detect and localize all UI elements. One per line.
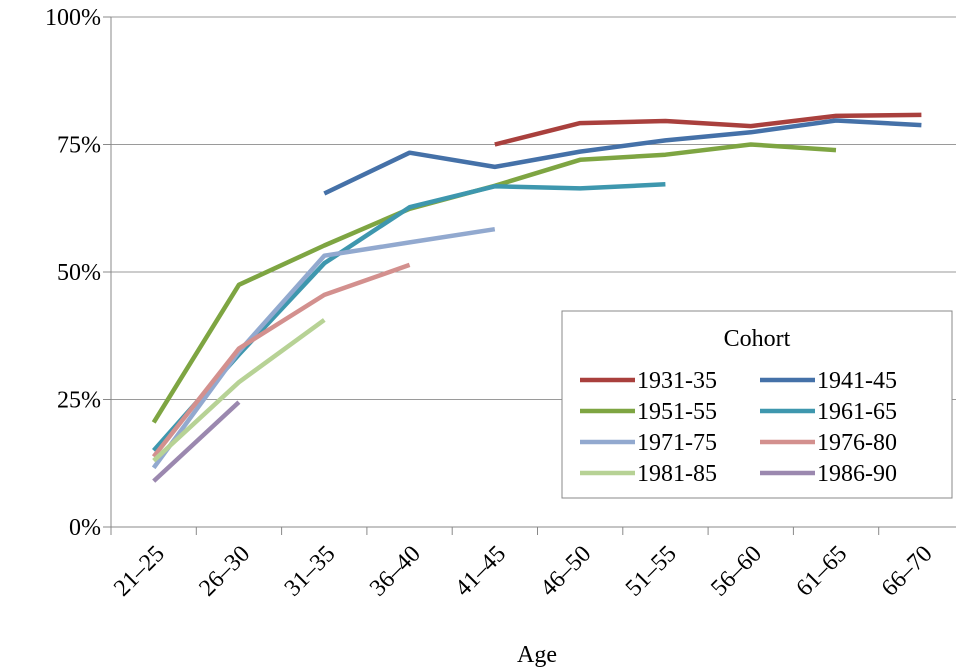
legend-title: Cohort [724, 326, 791, 352]
legend-label: 1951-55 [637, 399, 717, 425]
x-tick-label: 56–60 [706, 541, 767, 602]
series-line-1931-35 [494, 112, 922, 147]
legend-label: 1981-85 [637, 461, 717, 487]
x-tick-label: 51–55 [621, 541, 682, 602]
legend-label: 1986-90 [817, 461, 897, 487]
y-tick-label: 0% [69, 515, 101, 541]
legend-label: 1961-65 [817, 399, 897, 425]
x-tick-label: 41–45 [450, 541, 511, 602]
series-line-1976-80 [151, 262, 411, 458]
axes [110, 17, 956, 535]
series-lines [151, 112, 922, 483]
series-line-1971-75 [151, 226, 496, 470]
series-line-1986-90 [152, 400, 241, 483]
legend-label: 1976-80 [817, 430, 897, 456]
x-tick-label: 21–25 [109, 541, 170, 602]
legend-label: 1941-45 [817, 368, 897, 394]
y-tick-label: 50% [57, 260, 101, 286]
y-tick-label: 75% [57, 133, 101, 159]
series-line-1941-45 [323, 118, 922, 196]
x-tick-label: 66–70 [877, 541, 938, 602]
series-line-1981-85 [152, 318, 326, 463]
x-tick-label: 36–40 [365, 541, 426, 602]
x-axis-tick-labels: 21–25 26–30 31–35 36–40 41–45 46–50 51–55 56–60… [109, 541, 938, 602]
x-tick-label: 46–50 [536, 541, 597, 602]
y-tick-label: 25% [57, 388, 101, 414]
legend: Cohort 1931-35 1941-45 1951-55 1961-65 1971-… [561, 310, 953, 499]
y-axis-tick-labels: 0% 25% 50% 75% 100% [45, 5, 101, 541]
y-tick-label: 100% [45, 5, 101, 31]
legend-items: 1931-35 1941-45 1951-55 1961-65 1971-75 1976-… [580, 368, 897, 487]
legend-label: 1931-35 [637, 368, 717, 394]
x-tick-label: 26–30 [194, 541, 255, 602]
legend-label: 1971-75 [637, 430, 717, 456]
legend-box [561, 310, 953, 499]
x-tick-label: 61–65 [791, 541, 852, 602]
x-axis-title: Age [517, 642, 557, 668]
x-tick-label: 31–35 [280, 541, 341, 602]
